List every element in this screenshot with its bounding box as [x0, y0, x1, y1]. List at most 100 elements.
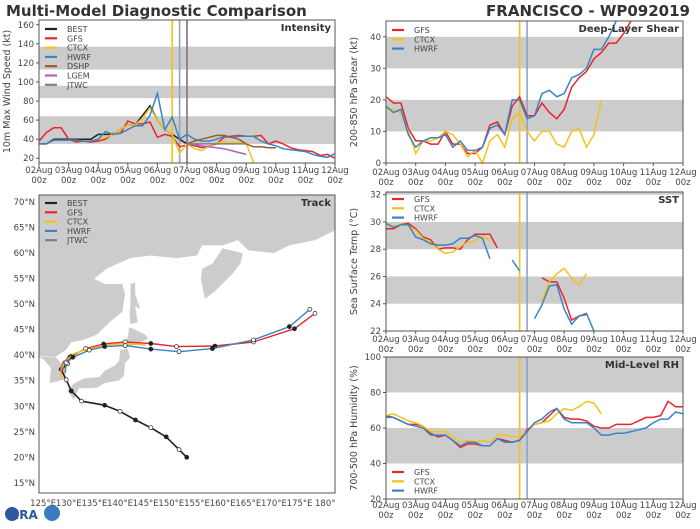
track-line-jtwc — [59, 357, 69, 372]
x-tick-label-hour: 00z — [675, 345, 691, 355]
y-tick-label: 26 — [370, 272, 381, 282]
legend-label: GFS — [414, 26, 430, 35]
x-tick-label-hour: 00z — [467, 511, 483, 521]
x-tick-label-hour: 00z — [438, 178, 454, 188]
legend-item-ctcx: CTCX — [392, 477, 436, 486]
x-tick-label-date: 05Aug — [461, 168, 488, 178]
x-tick-label-hour: 00z — [527, 345, 543, 355]
panel-label: Track — [301, 198, 331, 209]
legend-item-best: BEST — [45, 199, 88, 208]
x-tick-label-hour: 00z — [408, 345, 424, 355]
x-tick-label-date: 10Aug — [610, 335, 637, 345]
legend-item-jtwc: JTWC — [45, 236, 88, 245]
x-tick-label-hour: 00z — [646, 511, 662, 521]
x-tick-label-date: 10Aug — [262, 166, 289, 176]
legend-label: CTCX — [414, 35, 436, 44]
x-tick-label-hour: 00z — [408, 178, 424, 188]
x-tick-label-hour: 00z — [438, 345, 454, 355]
legend-item-hwrf: HWRF — [392, 214, 438, 223]
x-tick-label-date: 10Aug — [610, 501, 637, 511]
series-line-ctcx — [98, 106, 255, 164]
legend-label: BEST — [67, 199, 88, 208]
x-tick-label-hour: 00z — [557, 345, 573, 355]
x-tick-label-date: 11Aug — [640, 168, 667, 178]
track-point-best — [117, 409, 123, 414]
x-tick-label-date: 08Aug — [550, 501, 577, 511]
legend-item-hwrf: HWRF — [45, 53, 91, 62]
x-tick-label-date: 05Aug — [461, 335, 488, 345]
x-tick-label-date: 09Aug — [580, 501, 607, 511]
panel-label: Deep-Layer Shear — [579, 24, 680, 35]
shaded-band — [386, 221, 683, 250]
legend-label: CTCX — [414, 204, 436, 213]
lat-tick-label: 50°N — [14, 300, 35, 310]
y-tick-label: 40 — [370, 33, 381, 43]
x-tick-label-hour: 00z — [179, 176, 195, 186]
y-axis-label: 700-500 hPa Humidity (%) — [349, 365, 360, 490]
x-tick-label-hour: 00z — [527, 511, 543, 521]
legend-label: BEST — [67, 25, 88, 34]
lat-tick-label: 15°N — [14, 479, 35, 489]
legend-item-gfs: GFS — [392, 468, 430, 477]
land-honshu-kyushu — [66, 347, 131, 401]
legend-item-dshp: DSHP — [45, 62, 89, 71]
legend-label: HWRF — [67, 227, 91, 236]
x-tick-label-date: 05Aug — [461, 501, 488, 511]
y-axis-label: Sea Surface Temp (°C) — [349, 208, 360, 315]
panel-label: SST — [658, 195, 679, 206]
series-line-hwrf — [385, 222, 595, 332]
legend-item-gfs: GFS — [392, 26, 430, 35]
x-tick-label-hour: 00z — [616, 511, 632, 521]
x-tick-label-hour: 00z — [675, 178, 691, 188]
panel-deep-layer-shear: 01020304002Aug00z03Aug00z04Aug00z05Aug00… — [349, 20, 697, 188]
x-tick-label-date: 08Aug — [203, 166, 230, 176]
track-point-gfs — [148, 341, 154, 346]
series-line-ctcx — [385, 400, 602, 444]
y-axis-label: 200-850 hPa Shear (kt) — [349, 37, 360, 147]
lat-tick-label: 45°N — [14, 326, 35, 336]
track-point-hwrf — [148, 346, 154, 352]
track-point-gfs — [312, 311, 318, 316]
y-tick-label: 28 — [370, 245, 381, 255]
x-tick-label-date: 08Aug — [550, 335, 577, 345]
x-tick-label-date: 08Aug — [550, 168, 577, 178]
panel-track: 125°E 130°E 135°E 140°E 145°E 150°E 155°E 160°E… — [14, 194, 336, 509]
x-tick-label-hour: 00z — [586, 511, 602, 521]
shaded-band — [386, 276, 683, 304]
x-tick-label-date: 03Aug — [402, 501, 429, 511]
lat-tick-label: 60°N — [14, 249, 35, 259]
tracks — [58, 306, 318, 460]
y-tick-label: 20 — [370, 96, 381, 106]
legend-item-best: BEST — [45, 25, 88, 34]
x-tick-label-date: 10Aug — [610, 168, 637, 178]
wave-logo-icon — [44, 505, 60, 521]
x-tick-label-date: 11Aug — [640, 501, 667, 511]
figure-title: Multi-Model Diagnostic Comparison — [6, 2, 307, 20]
legend-label: HWRF — [414, 45, 438, 54]
lat-tick-label: 25°N — [14, 428, 35, 438]
track-point-hwrf — [102, 344, 108, 349]
x-tick-label-hour: 00z — [467, 178, 483, 188]
panel-mid-level-rh: 2040608010002Aug00z03Aug00z04Aug00z05Aug… — [349, 353, 697, 521]
x-tick-label-hour: 00z — [298, 176, 314, 186]
x-tick-label-hour: 00z — [557, 511, 573, 521]
legend-item-ctcx: CTCX — [45, 218, 89, 227]
lon-tick-label: 145°E — [133, 499, 159, 509]
y-tick-label: 80 — [23, 97, 34, 107]
track-point-gfs — [292, 326, 297, 332]
legend-label: CTCX — [67, 44, 89, 53]
legend-label: CTCX — [414, 477, 436, 486]
lat-tick-label: 20°N — [14, 453, 35, 463]
x-tick-label-date: 12Aug — [321, 166, 348, 176]
x-tick-label-date: 12Aug — [669, 168, 696, 178]
x-tick-label-date: 02Aug — [372, 335, 399, 345]
map-frame — [38, 194, 336, 494]
legend-item-hwrf: HWRF — [392, 45, 438, 54]
legend-item-ctcx: CTCX — [45, 44, 89, 53]
x-tick-label-date: 09Aug — [232, 166, 259, 176]
y-tick-label: 32 — [370, 191, 381, 201]
lat-tick-label: 55°N — [14, 275, 35, 285]
x-tick-label-hour: 00z — [378, 178, 394, 188]
track-point-best — [102, 402, 108, 408]
series-line-hwrf — [385, 20, 617, 152]
